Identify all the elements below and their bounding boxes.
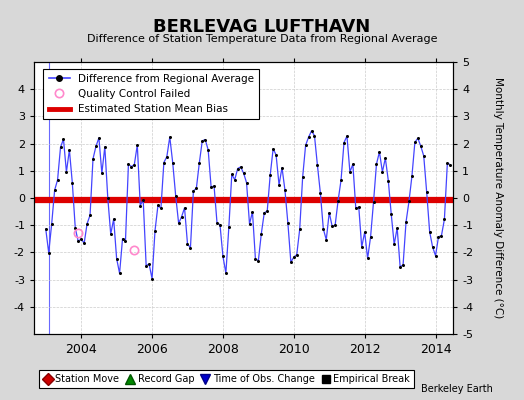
Text: BERLEVAG LUFTHAVN: BERLEVAG LUFTHAVN — [154, 18, 370, 36]
Y-axis label: Monthly Temperature Anomaly Difference (°C): Monthly Temperature Anomaly Difference (… — [493, 77, 503, 319]
Legend: Station Move, Record Gap, Time of Obs. Change, Empirical Break: Station Move, Record Gap, Time of Obs. C… — [39, 370, 414, 388]
Text: Berkeley Earth: Berkeley Earth — [421, 384, 493, 394]
Text: Difference of Station Temperature Data from Regional Average: Difference of Station Temperature Data f… — [87, 34, 437, 44]
